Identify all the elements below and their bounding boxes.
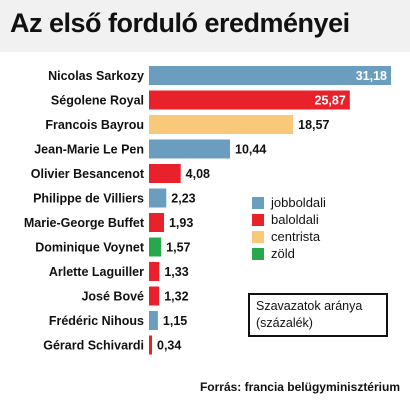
value-label: 1,57: [166, 241, 190, 255]
legend-label-zold: zöld: [271, 246, 295, 261]
source-credit: Forrás: francia belügyminisztérium: [199, 380, 400, 394]
value-label: 4,08: [186, 167, 210, 181]
bar-2: [149, 90, 350, 110]
legend-swatch-centrista: [252, 231, 264, 243]
category-label: Arlette Laguiller: [49, 265, 144, 279]
category-label: Gérard Schivardi: [43, 339, 144, 353]
value-label: 1,15: [163, 314, 187, 328]
value-label: 1,32: [164, 290, 188, 304]
value-label: 2,23: [171, 192, 195, 206]
bar-9: [149, 262, 160, 281]
bar-chart: Nicolas Sarkozy 31,18 Ségolene Royal 25,87 F…: [24, 66, 391, 355]
bar-5: [149, 164, 181, 183]
category-label: Francois Bayrou: [45, 118, 144, 132]
category-label: Ségolene Royal: [51, 94, 144, 108]
legend-swatch-baloldali: [252, 214, 264, 226]
bar-10: [149, 286, 160, 306]
category-label: Dominique Voynet: [35, 241, 145, 255]
category-label: José Bové: [81, 290, 144, 304]
legend-swatch-zold: [252, 248, 264, 260]
bar-4: [149, 139, 230, 159]
chart-title: Az első forduló eredményei: [10, 8, 350, 38]
legend-label-baloldali: baloldali: [271, 212, 319, 227]
bar-7: [149, 213, 164, 232]
value-label: 0,34: [157, 339, 181, 353]
value-label: 1,33: [164, 265, 188, 279]
legend-label-centrista: centrista: [271, 229, 321, 244]
bar-12: [149, 335, 152, 355]
bar-1: [149, 66, 391, 85]
category-label: Frédéric Nihous: [49, 314, 144, 328]
bar-8: [149, 237, 162, 257]
units-note-line-1: Szavazatok aránya: [256, 299, 363, 313]
bar-6: [149, 188, 167, 208]
value-label: 1,93: [169, 216, 193, 230]
units-note-line-2: (százalék): [256, 316, 313, 330]
legend-label-jobboldali: jobboldali: [271, 195, 326, 210]
legend-swatch-jobboldali: [252, 197, 264, 209]
bar-11: [149, 311, 158, 330]
category-label: Olivier Besancenot: [31, 167, 145, 181]
category-label: Jean-Marie Le Pen: [34, 143, 144, 157]
value-label: 18,57: [298, 118, 329, 132]
category-label: Nicolas Sarkozy: [48, 69, 144, 83]
value-label: 31,18: [356, 69, 387, 83]
units-note: Szavazatok aránya (százalék): [248, 293, 388, 337]
value-label: 25,87: [315, 94, 346, 108]
title-bar: Az első forduló eredményei: [0, 0, 410, 52]
bar-3: [149, 115, 294, 134]
category-label: Philippe de Villiers: [33, 192, 144, 206]
category-label: Marie-George Buffet: [24, 216, 145, 230]
value-label: 10,44: [235, 143, 266, 157]
